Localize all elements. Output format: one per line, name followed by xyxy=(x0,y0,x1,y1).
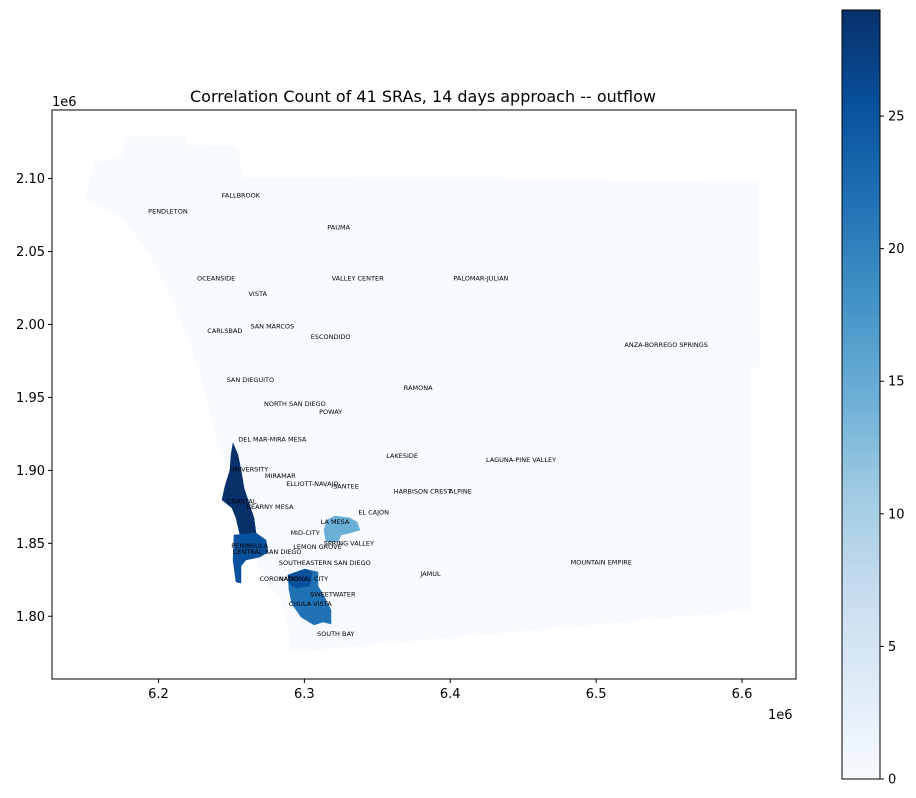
x-tick-label: 6.4 xyxy=(440,687,461,702)
y-tick-label: 1.95 xyxy=(16,391,45,406)
region-label: OCEANSIDE xyxy=(197,275,235,283)
y-axis-ticks: 1.80 1.85 1.90 1.95 2.00 2.05 2.10 xyxy=(16,172,52,625)
y-tick-label: 1.80 xyxy=(16,610,45,625)
region-label: ALPINE xyxy=(449,488,472,496)
region-label: VALLEY CENTER xyxy=(332,275,384,283)
region-la-mesa xyxy=(323,515,361,543)
region-label: KEARNY MESA xyxy=(247,503,294,511)
region-label: PENDLETON xyxy=(148,207,188,215)
region-label: COASTAL xyxy=(227,498,257,506)
region-label: SANTEE xyxy=(333,482,359,490)
region-label: POWAY xyxy=(319,408,342,416)
region-label: PALOMAR-JULIAN xyxy=(453,275,508,283)
y-offset-label: 1e6 xyxy=(52,95,77,110)
region-label: SOUTHEASTERN SAN DIEGO xyxy=(279,559,371,567)
region-label: HARBISON CREST xyxy=(394,488,452,496)
y-tick-label: 2.00 xyxy=(16,318,45,333)
region-label: SOUTH BAY xyxy=(317,630,354,638)
region-label: SAN DIEGUITO xyxy=(227,376,274,384)
region-label: ESCONDIDO xyxy=(311,333,351,341)
region-label: VISTA xyxy=(248,290,267,298)
region-label: EL CAJON xyxy=(358,509,389,517)
region-label: MID-CITY xyxy=(290,529,319,537)
y-tick-label: 1.85 xyxy=(16,537,45,552)
region-label: CARLSBAD xyxy=(207,327,242,335)
x-offset-label: 1e6 xyxy=(768,708,793,723)
x-tick-label: 6.2 xyxy=(148,687,169,702)
region-label: RAMONA xyxy=(404,384,433,392)
colorbar-tick-label: 20 xyxy=(888,242,905,257)
region-label: LAGUNA-PINE VALLEY xyxy=(486,456,556,464)
region-label: SPRING VALLEY xyxy=(324,539,374,547)
region-label: CHULA VISTA xyxy=(289,600,332,608)
region-label: SWEETWATER xyxy=(310,590,356,598)
region-label: CORONADO xyxy=(259,575,298,583)
region-label: DEL MAR-MIRA MESA xyxy=(238,436,307,444)
y-tick-label: 2.10 xyxy=(16,172,45,187)
x-tick-label: 6.5 xyxy=(586,687,607,702)
colorbar-tick-label: 5 xyxy=(888,640,896,655)
region-label: NATIONAL CITY xyxy=(279,575,328,583)
region-label: SAN MARCOS xyxy=(250,323,294,331)
region-label: LEMON GROVE xyxy=(293,543,342,551)
axes-frame xyxy=(51,109,797,680)
x-axis-ticks: 6.2 6.3 6.4 6.5 6.6 xyxy=(148,679,752,702)
colorbar-ticks: 0 5 10 15 20 25 xyxy=(880,110,905,788)
colorbar-tick-label: 15 xyxy=(888,375,905,390)
colorbar: 0 5 10 15 20 25 xyxy=(841,9,905,788)
region-label: ELLIOTT-NAVAJO xyxy=(286,480,338,488)
x-tick-label: 6.6 xyxy=(732,687,753,702)
region-label: MOUNTAIN EMPIRE xyxy=(571,558,632,566)
colorbar-tick-label: 25 xyxy=(888,110,905,125)
map-axes: 6.2 6.3 6.4 6.5 6.6 1.80 1.85 1.90 1.95 2.00 2.05… xyxy=(16,109,797,702)
region-label: PENINSULA xyxy=(231,542,268,550)
region-central-san-diego xyxy=(232,532,269,584)
region-label: UNIVERSITY xyxy=(230,466,269,474)
region-label: LA MESA xyxy=(321,518,350,526)
region-label: MIRAMAR xyxy=(265,472,296,480)
colorbar-tick-label: 10 xyxy=(888,507,905,522)
region-label: NORTH SAN DIEGO xyxy=(264,400,326,408)
region-label: ANZA-BORREGO SPRINGS xyxy=(624,341,708,349)
colorbar-gradient xyxy=(841,9,881,780)
chart-title: Correlation Count of 41 SRAs, 14 days ap… xyxy=(190,87,656,106)
region-label: FALLBROOK xyxy=(222,191,261,199)
colorbar-tick-label: 0 xyxy=(888,773,896,788)
region-label: PAUMA xyxy=(327,223,350,231)
region-label: CENTRAL SAN DIEGO xyxy=(233,548,302,556)
y-tick-label: 2.05 xyxy=(16,245,45,260)
region-label: LAKESIDE xyxy=(386,452,418,460)
y-tick-label: 1.90 xyxy=(16,464,45,479)
region-labels: FALLBROOK PENDLETON PAUMA OCEANSIDE VALLEY C… xyxy=(148,191,708,637)
region-national-city xyxy=(287,568,313,589)
region-label: JAMUL xyxy=(419,570,441,578)
x-tick-label: 6.3 xyxy=(294,687,315,702)
